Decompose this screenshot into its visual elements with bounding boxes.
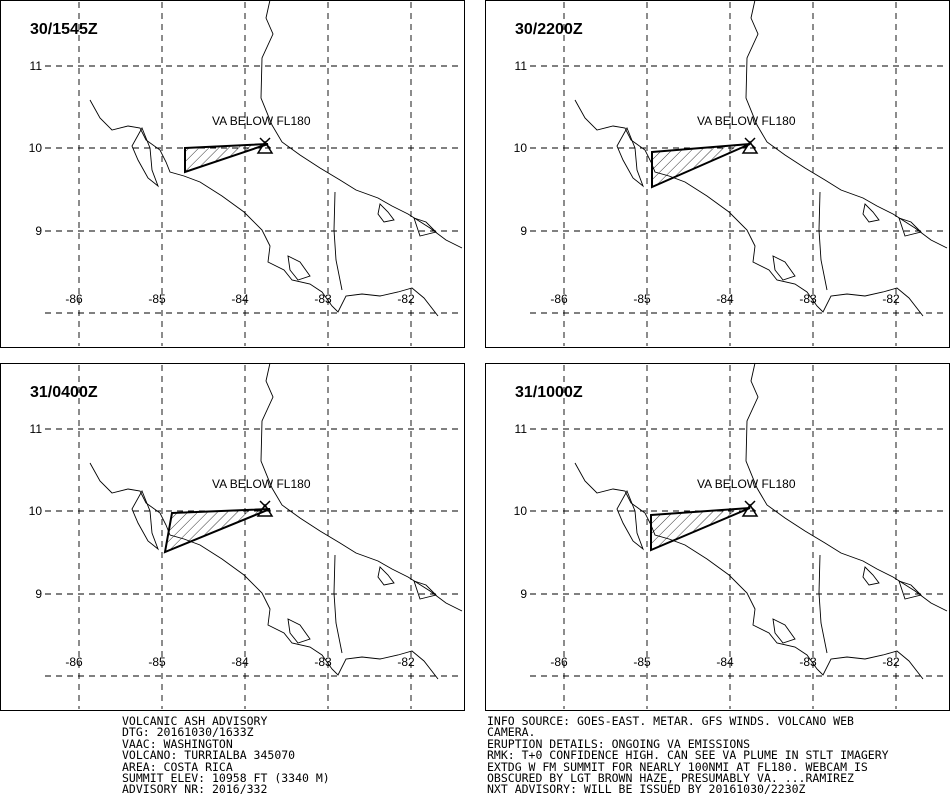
lon-label: -83 xyxy=(799,292,817,306)
map-panels: 30/1545Z VA BELOW FL180 11 10 9 -86 -85 -84 -83 -… xyxy=(0,0,950,711)
lat-label: 11 xyxy=(515,59,528,73)
valid-time: 31/0400Z xyxy=(30,384,98,401)
map-panel: 30/2200Z VA BELOW FL180 11 10 9 -86 -85 -84 -83 -… xyxy=(485,0,950,348)
lon-label: -82 xyxy=(882,655,900,669)
lon-label: -82 xyxy=(882,292,900,306)
plume-label: VA BELOW FL180 xyxy=(697,114,796,128)
lat-label: 10 xyxy=(514,141,528,155)
ash-plume xyxy=(650,507,751,552)
advisory-line: VOLCANIC ASH ADVISORY xyxy=(122,714,268,728)
lon-label: -83 xyxy=(314,292,332,306)
lon-label: -86 xyxy=(65,655,83,669)
advisory-line: ADVISORY NR: 2016/332 xyxy=(122,782,268,797)
plume-label: VA BELOW FL180 xyxy=(212,114,311,128)
lat-label: 9 xyxy=(35,587,42,601)
lon-label: -85 xyxy=(148,655,166,669)
volcano-symbol xyxy=(741,137,759,154)
lon-label: -84 xyxy=(716,292,734,306)
advisory-line: VOLCANO: TURRIALBA 345070 xyxy=(122,748,296,763)
valid-time: 31/1000Z xyxy=(515,384,583,401)
volcano-symbol xyxy=(741,500,759,517)
lon-label: -85 xyxy=(148,292,166,306)
advisory-line: RMK: T+0 CONFIDENCE HIGH. CAN SEE VA PLU… xyxy=(487,748,889,763)
lat-label: 9 xyxy=(520,224,527,238)
lat-label: 10 xyxy=(514,504,528,518)
advisory-line: INFO SOURCE: GOES-EAST. METAR. GFS WINDS… xyxy=(487,714,854,728)
valid-time: 30/1545Z xyxy=(30,21,98,38)
map-panel: 30/1545Z VA BELOW FL180 11 10 9 -86 -85 -84 -83 -… xyxy=(0,0,465,348)
coastline xyxy=(89,0,463,317)
panel-frame xyxy=(0,363,465,711)
lat-label: 11 xyxy=(30,422,43,436)
advisory-line: DTG: 20161030/1633Z xyxy=(122,725,254,740)
map-panel: 31/0400Z VA BELOW FL180 11 10 9 -86 -85 -84 -83 -… xyxy=(0,362,465,711)
plume-label: VA BELOW FL180 xyxy=(697,477,796,491)
advisory-line: SUMMIT ELEV: 10958 FT (3340 M) xyxy=(122,771,330,786)
volcano-symbol xyxy=(256,500,274,517)
advisory-left: VOLCANIC ASH ADVISORY DTG: 20161030/1633Z… xyxy=(122,714,330,797)
advisory-line: OBSCURED BY LGT BROWN HAZE, PRESUMABLY V… xyxy=(487,771,854,786)
lon-label: -86 xyxy=(550,292,568,306)
lon-label: -85 xyxy=(633,655,651,669)
advisory-line: VAAC: WASHINGTON xyxy=(122,736,233,751)
ash-plume xyxy=(184,143,269,174)
panel-frame xyxy=(0,0,465,348)
coastline xyxy=(574,0,948,317)
lat-label: 11 xyxy=(515,422,528,436)
lon-label: -83 xyxy=(314,655,332,669)
advisory-line: ERUPTION DETAILS: ONGOING VA EMISSIONS xyxy=(487,736,751,751)
lat-label: 9 xyxy=(520,587,527,601)
lon-label: -82 xyxy=(397,655,415,669)
lon-label: -86 xyxy=(550,655,568,669)
advisory-line: NXT ADVISORY: WILL BE ISSUED BY 20161030… xyxy=(487,782,806,797)
ash-plume xyxy=(163,508,271,554)
advisory-line: CAMERA. xyxy=(487,725,536,740)
map-panel: 31/1000Z VA BELOW FL180 11 10 9 -86 -85 -84 -83 -… xyxy=(485,362,950,711)
valid-time: 30/2200Z xyxy=(515,21,583,38)
lon-label: -82 xyxy=(397,292,415,306)
lat-label: 10 xyxy=(29,141,43,155)
lon-label: -85 xyxy=(633,292,651,306)
lon-label: -86 xyxy=(65,292,83,306)
advisory-right: INFO SOURCE: GOES-EAST. METAR. GFS WINDS… xyxy=(487,714,889,797)
lon-label: -84 xyxy=(231,655,249,669)
lon-label: -84 xyxy=(716,655,734,669)
coastline xyxy=(89,362,463,680)
plume-label: VA BELOW FL180 xyxy=(212,477,311,491)
ash-plume xyxy=(651,143,751,189)
lon-label: -84 xyxy=(231,292,249,306)
lat-label: 10 xyxy=(29,504,43,518)
advisory-line: AREA: COSTA RICA xyxy=(122,759,233,774)
volcano-symbol xyxy=(256,137,274,154)
lat-label: 11 xyxy=(30,59,43,73)
lat-label: 9 xyxy=(35,224,42,238)
advisory-line: EXTDG W FM SUMMIT FOR NEARLY 100NMI AT F… xyxy=(487,759,868,774)
lon-label: -83 xyxy=(799,655,817,669)
coastline xyxy=(574,362,948,680)
